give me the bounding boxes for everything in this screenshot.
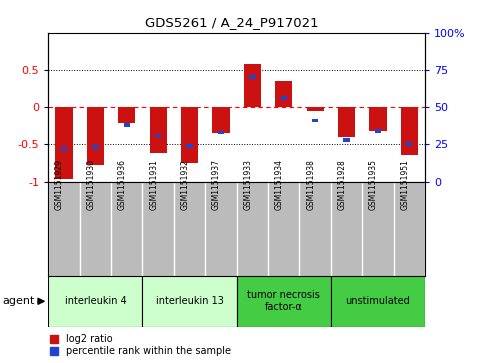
- Text: GSM1151931: GSM1151931: [149, 159, 158, 210]
- Bar: [275, 81, 292, 107]
- Text: interleukin 4: interleukin 4: [65, 296, 126, 306]
- Bar: [142, 276, 237, 327]
- Bar: [375, 129, 381, 133]
- Bar: [249, 76, 256, 79]
- Text: GSM1151928: GSM1151928: [338, 159, 347, 210]
- Bar: [312, 119, 318, 122]
- Bar: [124, 123, 130, 127]
- Bar: [56, 107, 72, 179]
- Bar: [307, 107, 324, 111]
- Text: GSM1151934: GSM1151934: [275, 159, 284, 210]
- Bar: [155, 134, 161, 137]
- Text: GSM1151936: GSM1151936: [118, 159, 127, 210]
- Bar: [92, 146, 99, 149]
- Bar: [48, 276, 142, 327]
- Bar: [150, 107, 167, 153]
- Text: GSM1151932: GSM1151932: [181, 159, 189, 210]
- Text: agent: agent: [2, 296, 35, 306]
- Bar: [237, 276, 331, 327]
- Text: tumor necrosis
factor-α: tumor necrosis factor-α: [247, 290, 320, 312]
- Bar: [213, 107, 229, 133]
- Bar: [343, 138, 350, 142]
- Bar: [118, 107, 135, 123]
- Legend: log2 ratio, percentile rank within the sample: log2 ratio, percentile rank within the s…: [48, 332, 233, 358]
- Bar: [244, 64, 261, 107]
- Bar: [369, 107, 386, 131]
- Text: unstimulated: unstimulated: [345, 296, 411, 306]
- Bar: [186, 144, 193, 148]
- Text: GSM1151933: GSM1151933: [243, 159, 253, 210]
- Bar: [401, 107, 418, 155]
- Text: interleukin 13: interleukin 13: [156, 296, 224, 306]
- Bar: [181, 107, 198, 163]
- Bar: [61, 147, 67, 151]
- Text: GSM1151930: GSM1151930: [86, 159, 96, 210]
- Text: GSM1151935: GSM1151935: [369, 159, 378, 210]
- Text: GSM1151937: GSM1151937: [212, 159, 221, 210]
- Bar: [406, 142, 412, 146]
- Text: GSM1151951: GSM1151951: [400, 159, 410, 210]
- Bar: [281, 96, 287, 100]
- Bar: [87, 107, 104, 165]
- Bar: [338, 107, 355, 137]
- Text: GSM1151929: GSM1151929: [55, 159, 64, 210]
- Bar: [331, 276, 425, 327]
- Bar: [218, 131, 224, 134]
- Text: GDS5261 / A_24_P917021: GDS5261 / A_24_P917021: [145, 16, 319, 29]
- Text: GSM1151938: GSM1151938: [306, 159, 315, 210]
